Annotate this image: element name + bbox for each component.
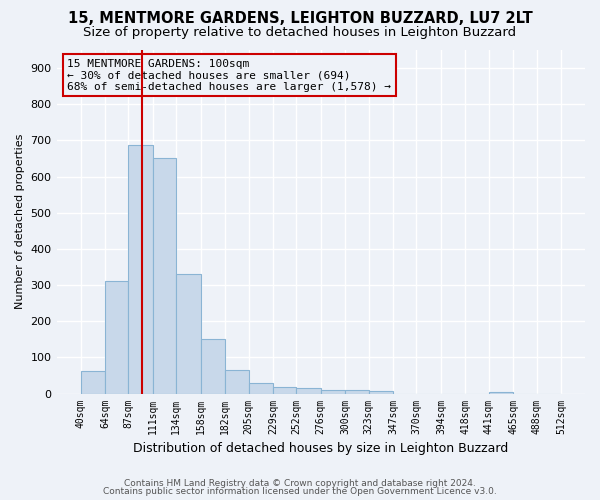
Bar [153, 158, 176, 394]
Bar [248, 382, 273, 394]
Bar [225, 370, 248, 394]
Bar [273, 387, 296, 394]
Bar [80, 371, 105, 394]
Bar [296, 388, 321, 394]
X-axis label: Distribution of detached houses by size in Leighton Buzzard: Distribution of detached houses by size … [133, 442, 508, 455]
Text: Contains HM Land Registry data © Crown copyright and database right 2024.: Contains HM Land Registry data © Crown c… [124, 478, 476, 488]
Bar [200, 340, 225, 394]
Text: 15, MENTMORE GARDENS, LEIGHTON BUZZARD, LU7 2LT: 15, MENTMORE GARDENS, LEIGHTON BUZZARD, … [68, 11, 532, 26]
Bar [176, 274, 200, 394]
Bar [368, 390, 393, 394]
Bar [321, 390, 345, 394]
Text: Size of property relative to detached houses in Leighton Buzzard: Size of property relative to detached ho… [83, 26, 517, 39]
Y-axis label: Number of detached properties: Number of detached properties [15, 134, 25, 310]
Text: 15 MENTMORE GARDENS: 100sqm
← 30% of detached houses are smaller (694)
68% of se: 15 MENTMORE GARDENS: 100sqm ← 30% of det… [67, 58, 391, 92]
Bar [128, 144, 153, 394]
Bar [489, 392, 513, 394]
Bar [345, 390, 368, 394]
Bar [105, 282, 128, 394]
Text: Contains public sector information licensed under the Open Government Licence v3: Contains public sector information licen… [103, 487, 497, 496]
